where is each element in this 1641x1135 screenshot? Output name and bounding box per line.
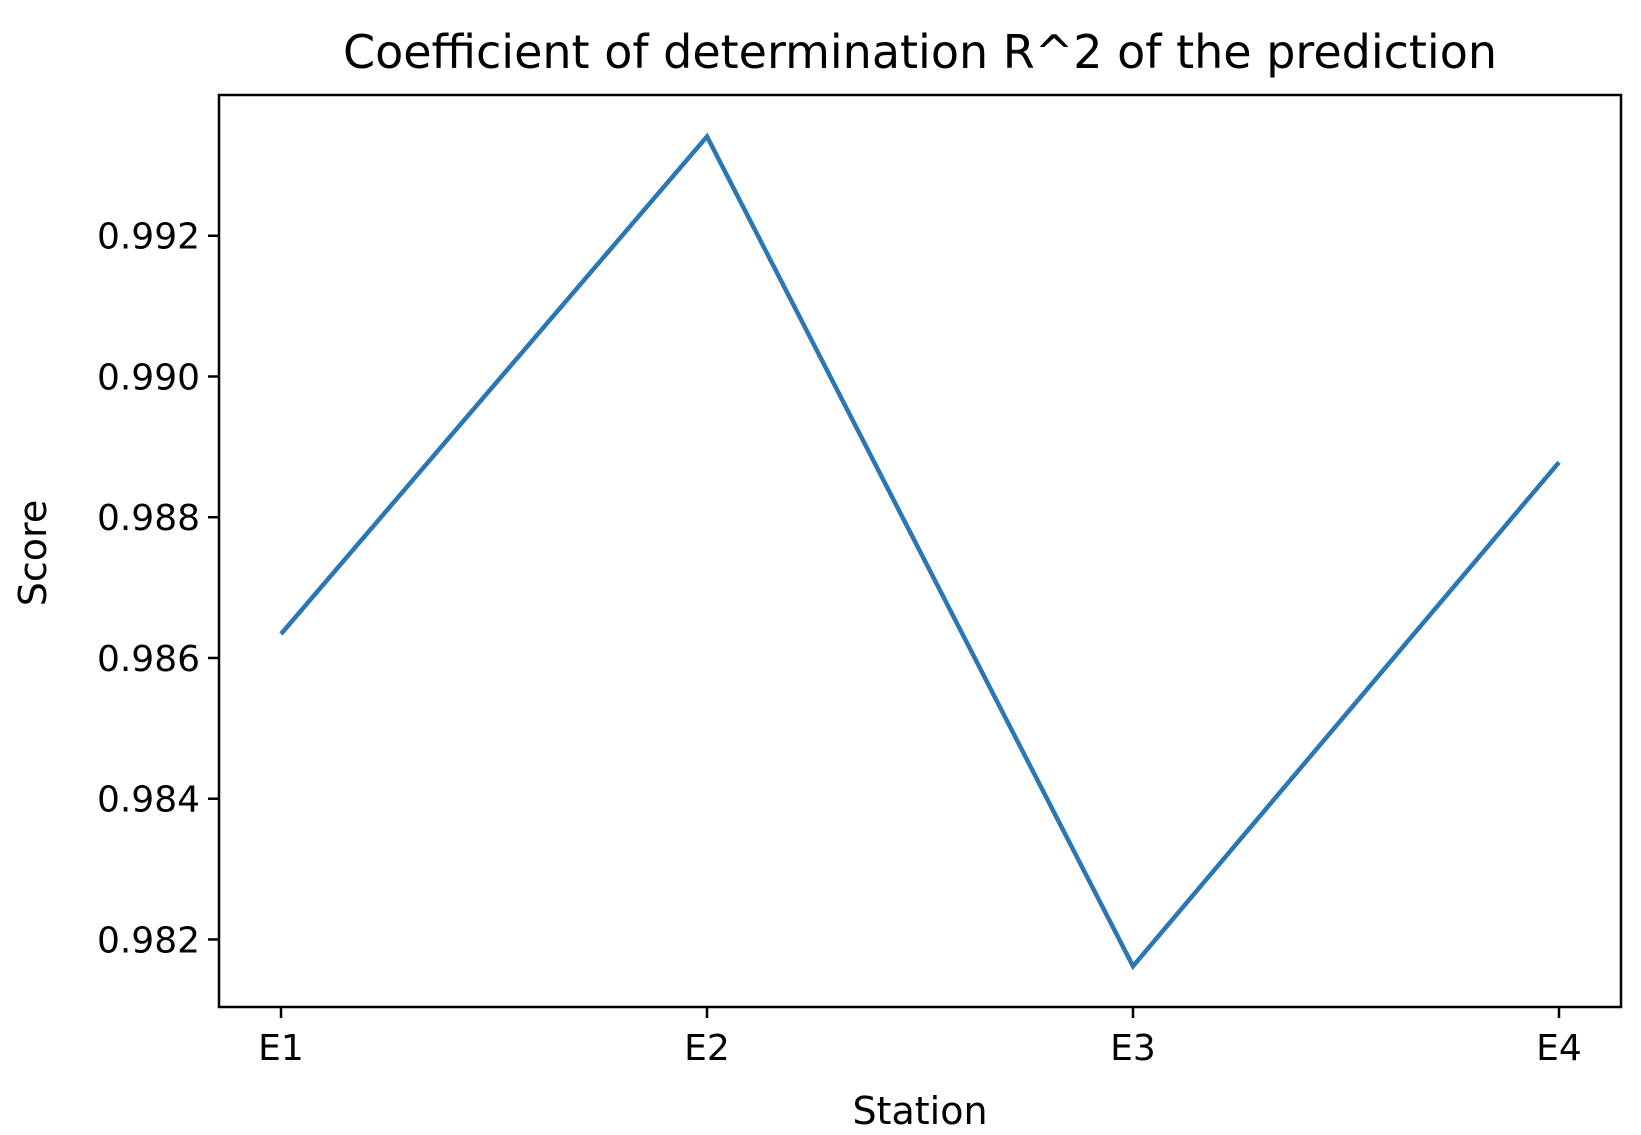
x-axis: E1 E2 E3 E4 [258, 1007, 1582, 1069]
y-axis: 0.982 0.984 0.986 0.988 0.990 0.992 [97, 217, 219, 961]
x-tick-label: E3 [1110, 1028, 1156, 1069]
y-tick-label: 0.988 [97, 498, 200, 539]
series-line [279, 132, 1561, 971]
y-tick-label: 0.990 [97, 357, 200, 398]
plot-area-frame [217, 93, 1623, 1009]
y-axis-label: Score [11, 500, 55, 606]
y-tick-label: 0.992 [97, 217, 200, 258]
x-axis-label: Station [852, 1089, 987, 1133]
x-tick-label: E4 [1536, 1028, 1582, 1069]
x-tick-label: E1 [258, 1028, 304, 1069]
x-tick-label: E2 [684, 1028, 730, 1069]
chart-title: Coefficient of determination R^2 of the … [343, 25, 1497, 79]
y-tick-label: 0.986 [97, 639, 200, 680]
series-layer [279, 132, 1561, 971]
y-tick-label: 0.984 [97, 780, 200, 821]
y-tick-label: 0.982 [97, 920, 200, 961]
